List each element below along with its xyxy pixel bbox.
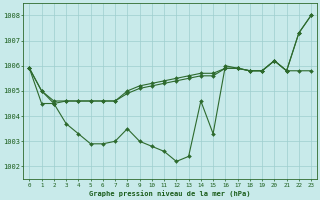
X-axis label: Graphe pression niveau de la mer (hPa): Graphe pression niveau de la mer (hPa) xyxy=(90,190,251,197)
